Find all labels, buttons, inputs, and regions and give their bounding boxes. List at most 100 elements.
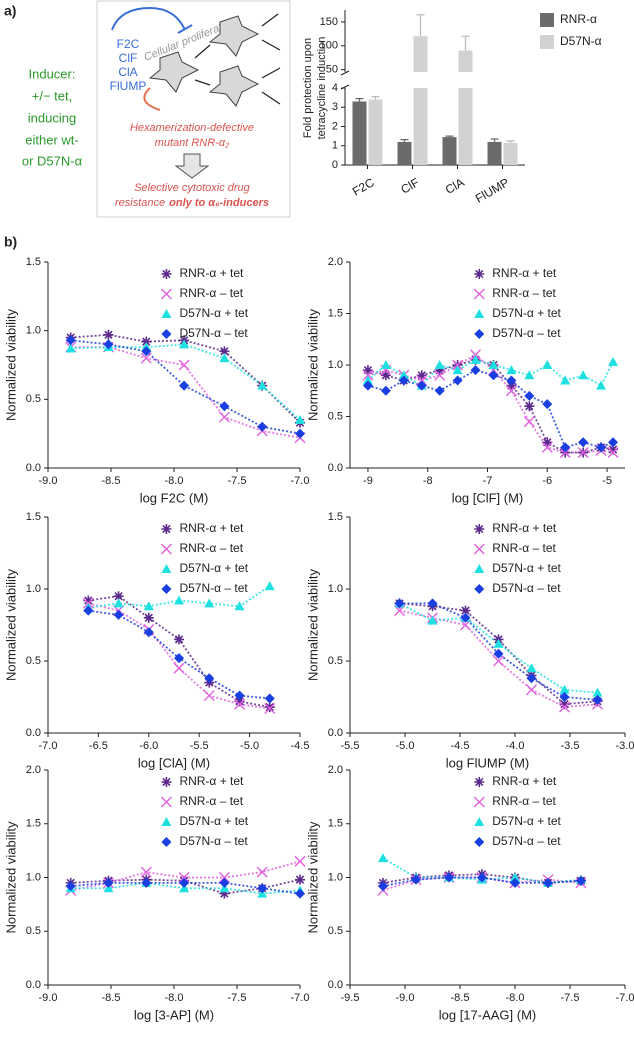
x-tick-label: ClF bbox=[398, 175, 421, 196]
marker bbox=[607, 447, 619, 459]
down-arrow bbox=[174, 153, 210, 179]
x-tick-label: -4.5 bbox=[451, 740, 470, 752]
bar bbox=[368, 99, 383, 165]
inhibition-bar bbox=[177, 24, 193, 34]
x-tick-label: -7.0 bbox=[616, 992, 634, 1004]
trend-line bbox=[399, 602, 598, 694]
marker bbox=[378, 853, 388, 863]
legend-label: D57N-α – tet bbox=[179, 326, 248, 340]
legend-label: D57N-α + tet bbox=[179, 814, 248, 828]
marker bbox=[488, 360, 499, 369]
marker bbox=[542, 437, 553, 448]
y-tick-label: 1 bbox=[332, 140, 338, 152]
x-axis-label: log [17-AAG] (M) bbox=[439, 1007, 537, 1022]
inducer-line: inducing bbox=[28, 110, 76, 125]
marker bbox=[380, 370, 391, 381]
marker bbox=[577, 447, 589, 459]
marker bbox=[179, 877, 190, 888]
marker bbox=[559, 699, 570, 710]
marker bbox=[394, 598, 405, 609]
inhibition-arc bbox=[111, 6, 186, 31]
marker bbox=[452, 365, 463, 375]
x-tick-label: -6.5 bbox=[89, 740, 108, 752]
bar bbox=[352, 101, 367, 165]
y-tick-label: 0.5 bbox=[26, 655, 41, 667]
marker bbox=[103, 877, 114, 888]
marker bbox=[362, 365, 373, 376]
marker bbox=[559, 701, 570, 713]
x-tick-label: -5.5 bbox=[190, 740, 209, 752]
x-tick-label: -5.0 bbox=[396, 740, 415, 752]
marker bbox=[257, 883, 268, 894]
marker bbox=[234, 601, 245, 611]
axis-line bbox=[349, 517, 625, 734]
resistance-word: resistance bbox=[115, 197, 165, 209]
marker bbox=[113, 591, 124, 602]
marker bbox=[257, 421, 268, 432]
x-tick-label: -5.0 bbox=[240, 740, 259, 752]
marker bbox=[83, 605, 94, 616]
marker bbox=[161, 309, 172, 318]
marker bbox=[179, 339, 190, 349]
legend-label: RNR-α + tet bbox=[179, 266, 244, 280]
marker bbox=[219, 877, 230, 888]
x-tick-label: -5.5 bbox=[341, 740, 360, 752]
axis-line bbox=[349, 262, 625, 469]
marker bbox=[83, 595, 94, 606]
y-tick-label: 0.5 bbox=[26, 925, 41, 937]
marker bbox=[161, 269, 172, 279]
legend-label: RNR-α + tet bbox=[492, 774, 557, 788]
marker bbox=[161, 329, 172, 339]
legend-label: D57N-α – tet bbox=[492, 834, 561, 848]
legend-label: D57N-α + tet bbox=[179, 306, 248, 320]
marker bbox=[295, 874, 305, 885]
marker bbox=[460, 605, 471, 616]
marker bbox=[256, 866, 268, 878]
legend-label: D57N-α – tet bbox=[179, 581, 248, 595]
marker bbox=[203, 690, 215, 702]
legend-label: D57N-α bbox=[560, 34, 602, 48]
marker bbox=[161, 584, 172, 594]
marker bbox=[380, 385, 391, 396]
marker bbox=[65, 335, 76, 346]
marker bbox=[559, 684, 570, 694]
marker bbox=[576, 875, 586, 886]
x-tick-label: -8 bbox=[423, 475, 433, 487]
marker bbox=[543, 877, 553, 888]
marker bbox=[578, 437, 589, 448]
marker bbox=[493, 648, 504, 659]
x-tick-label: -3.5 bbox=[561, 740, 580, 752]
legend-label: RNR-α – tet bbox=[179, 541, 243, 555]
bar bbox=[442, 137, 457, 165]
x-axis-label: log [ClF] (M) bbox=[452, 490, 524, 505]
marker bbox=[474, 269, 485, 279]
marker bbox=[608, 437, 619, 448]
marker bbox=[470, 349, 482, 361]
induction-arrow bbox=[143, 87, 161, 111]
marker bbox=[474, 309, 485, 318]
y-tick-label: 0.0 bbox=[328, 727, 343, 739]
x-axis-label: log FlUMP (M) bbox=[446, 755, 530, 770]
cell bbox=[208, 15, 260, 57]
marker bbox=[506, 380, 517, 391]
marker bbox=[470, 365, 481, 376]
axis-break bbox=[340, 70, 350, 90]
marker bbox=[143, 601, 154, 611]
marker bbox=[434, 365, 445, 376]
marker bbox=[264, 581, 275, 591]
marker bbox=[560, 442, 571, 453]
x-tick-label: -7.0 bbox=[39, 740, 58, 752]
y-tick-label: 1.0 bbox=[328, 583, 343, 595]
marker bbox=[161, 817, 172, 826]
legend-label: D57N-α + tet bbox=[492, 306, 561, 320]
bar bbox=[458, 50, 473, 72]
x-tick-label: F2C bbox=[350, 175, 377, 199]
legend-label: D57N-α – tet bbox=[492, 581, 561, 595]
x-tick-label: -3.0 bbox=[616, 740, 634, 752]
marker bbox=[474, 777, 485, 787]
marker bbox=[141, 877, 152, 888]
marker bbox=[524, 390, 535, 401]
y-tick-label: 0.5 bbox=[328, 925, 343, 937]
legend-label: RNR-α – tet bbox=[492, 286, 556, 300]
